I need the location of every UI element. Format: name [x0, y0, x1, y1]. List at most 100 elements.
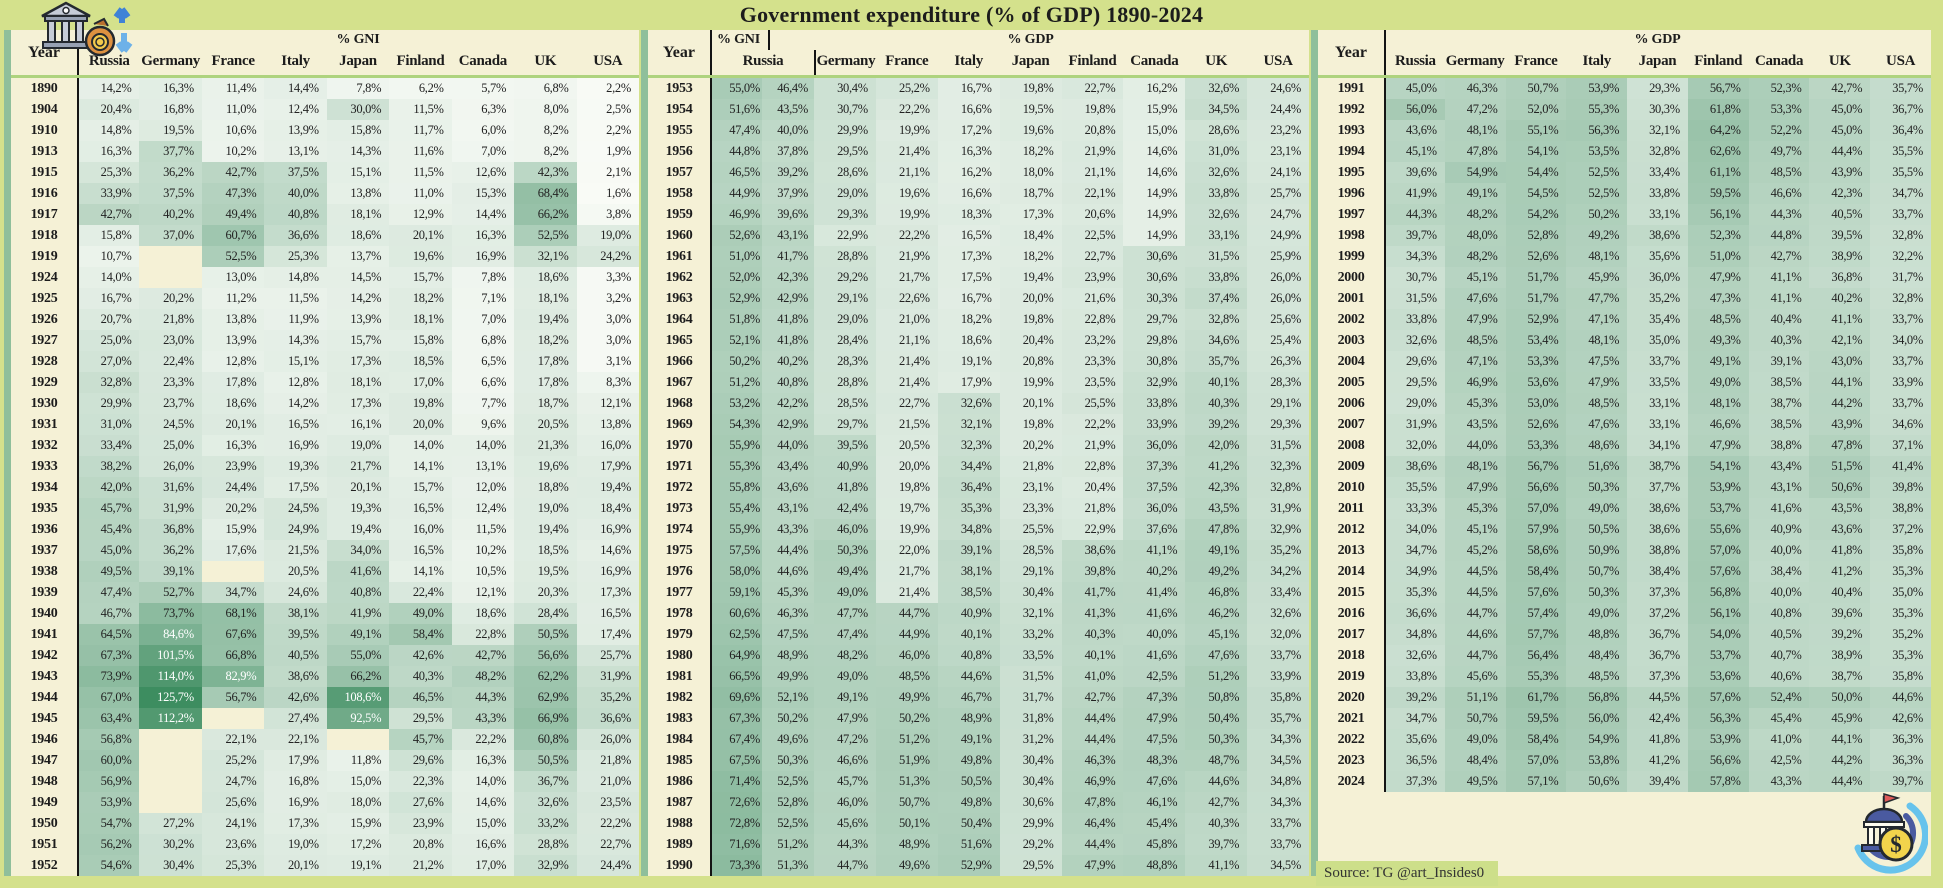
year-cell: 2010	[1318, 477, 1384, 498]
value-cell: 23,3%	[139, 372, 202, 393]
value-cell: 57,6%	[1687, 561, 1749, 582]
value-cell: 53,9%	[1687, 729, 1749, 750]
value-cell: 2,2%	[576, 120, 639, 141]
value-cell: 38,6%	[1627, 519, 1688, 540]
value-cell: 16,6%	[451, 834, 515, 855]
value-cell: 62,2%	[514, 666, 577, 687]
value-cell: 44,6%	[762, 561, 814, 582]
value-cell: 16,2%	[937, 162, 1000, 183]
value-cell: 29,1%	[814, 288, 876, 309]
value-cell: 19,4%	[576, 477, 639, 498]
value-cell: 37,3%	[1627, 582, 1688, 603]
value-cell: 46,0%	[814, 519, 876, 540]
value-cell: 45,1%	[1444, 519, 1506, 540]
value-cell: 40,0%	[1748, 582, 1810, 603]
value-cell: 44,1%	[1809, 372, 1871, 393]
value-cell: 5,7%	[451, 78, 515, 99]
value-cell: 15,3%	[451, 183, 515, 204]
value-cell: 47,3%	[201, 183, 265, 204]
column-header-france: France	[1506, 30, 1567, 75]
year-cell: 2015	[1318, 582, 1384, 603]
value-cell: 16,0%	[389, 519, 452, 540]
value-cell: 29,9%	[999, 813, 1062, 834]
value-cell: 38,6%	[1627, 498, 1688, 519]
value-cell: 25,6%	[201, 792, 265, 813]
panel-body: 1991 45,0% 46,3% 50,7% 53,9% 29,3% 56,7% 52,3% 4…	[1318, 78, 1931, 792]
value-cell: 37,8%	[762, 141, 814, 162]
value-cell: 42,3%	[762, 267, 814, 288]
value-cell: 42,3%	[514, 162, 577, 183]
unit-label: % GDP	[1007, 32, 1054, 47]
value-cell: 43,9%	[1809, 414, 1871, 435]
value-cell: 64,9%	[710, 645, 762, 666]
value-cell: 82,9%	[201, 666, 265, 687]
value-cell: 28,8%	[514, 834, 577, 855]
value-cell: 44,4%	[762, 540, 814, 561]
year-cell: 1971	[648, 456, 710, 477]
value-cell: 34,0%	[326, 540, 390, 561]
value-cell: 34,5%	[1247, 855, 1309, 876]
value-cell: 40,3%	[1061, 624, 1124, 645]
value-cell: 18,6%	[514, 267, 577, 288]
value-cell: 16,3%	[139, 78, 202, 99]
value-cell: 84,6%	[139, 624, 202, 645]
value-cell: 68,4%	[514, 183, 577, 204]
value-cell: 16,6%	[937, 183, 1000, 204]
value-cell: 35,6%	[1627, 246, 1688, 267]
value-cell: 20,2%	[999, 435, 1062, 456]
value-cell: 22,4%	[139, 351, 202, 372]
value-cell: 35,3%	[1870, 603, 1931, 624]
value-cell: 54,9%	[1566, 729, 1628, 750]
value-cell: 25,9%	[1247, 246, 1309, 267]
column-label: Japan	[339, 53, 377, 69]
value-cell: 16,9%	[576, 561, 639, 582]
year-cell: 1977	[648, 582, 710, 603]
year-cell: 2012	[1318, 519, 1384, 540]
value-cell: 21,4%	[875, 582, 938, 603]
year-cell: 1975	[648, 540, 710, 561]
value-cell: 6,0%	[451, 120, 515, 141]
value-cell: 32,1%	[514, 246, 577, 267]
value-cell: 41,1%	[1185, 855, 1248, 876]
value-cell: 44,3%	[814, 834, 876, 855]
value-cell: 22,1%	[1061, 183, 1124, 204]
value-cell: 13,1%	[451, 456, 515, 477]
value-cell: 39,2%	[762, 162, 814, 183]
value-cell: 14,6%	[576, 540, 639, 561]
value-cell: 92,5%	[326, 708, 390, 729]
value-cell: 44,3%	[1384, 204, 1445, 225]
value-cell: 42,7%	[1185, 792, 1248, 813]
value-cell: 2,2%	[576, 78, 639, 99]
value-cell: 19,9%	[875, 519, 938, 540]
value-cell: 15,8%	[326, 120, 390, 141]
value-cell: 41,4%	[1870, 456, 1931, 477]
value-cell: 45,4%	[77, 519, 140, 540]
value-cell: 16,8%	[139, 99, 202, 120]
year-cell: 1960	[648, 225, 710, 246]
value-cell: 28,5%	[814, 393, 876, 414]
value-cell: 22,2%	[576, 813, 639, 834]
value-cell: 13,9%	[201, 330, 265, 351]
value-cell: 52,0%	[710, 267, 762, 288]
value-cell: 52,5%	[201, 246, 265, 267]
value-cell: 48,5%	[1748, 162, 1810, 183]
value-cell: 44,7%	[875, 603, 938, 624]
value-cell: 16,3%	[937, 141, 1000, 162]
value-cell: 3,3%	[576, 267, 639, 288]
value-cell: 49,0%	[1566, 603, 1628, 624]
value-cell: 43,0%	[1809, 351, 1871, 372]
value-cell: 19,5%	[999, 99, 1062, 120]
value-cell: 16,7%	[77, 288, 140, 309]
value-cell: 32,6%	[937, 393, 1000, 414]
value-cell: 24,4%	[576, 855, 639, 876]
value-cell: 58,4%	[389, 624, 452, 645]
value-cell: 49,1%	[937, 729, 1000, 750]
value-cell: 46,6%	[814, 750, 876, 771]
value-cell: 31,5%	[1185, 246, 1248, 267]
value-cell: 33,4%	[1627, 162, 1688, 183]
value-cell: 45,4%	[1123, 813, 1186, 834]
value-cell: 20,0%	[389, 414, 452, 435]
value-cell: 17,4%	[576, 624, 639, 645]
value-cell: 36,6%	[576, 708, 639, 729]
value-cell: 16,5%	[937, 225, 1000, 246]
